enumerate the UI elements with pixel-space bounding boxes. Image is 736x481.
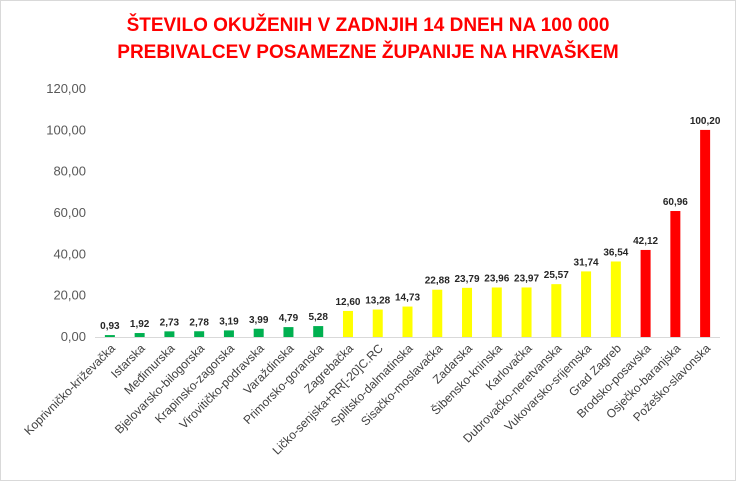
data-label: 3,19 bbox=[219, 316, 239, 327]
bar bbox=[104, 335, 115, 337]
bar bbox=[462, 287, 473, 337]
data-label: 1,92 bbox=[130, 319, 150, 330]
data-label: 4,79 bbox=[279, 313, 299, 324]
data-label: 100,20 bbox=[690, 116, 721, 127]
bar bbox=[640, 249, 651, 337]
bar bbox=[402, 306, 413, 337]
y-tick-label: 120,00 bbox=[46, 81, 86, 96]
chart-title-line-2: PREBIVALCEV POSAMEZNE ŽUPANIJE NA HRVAŠK… bbox=[117, 42, 619, 63]
y-tick-label: 40,00 bbox=[53, 246, 86, 261]
data-label: 2,73 bbox=[160, 317, 180, 328]
bar bbox=[581, 271, 592, 337]
bar bbox=[283, 327, 294, 337]
bar bbox=[551, 284, 562, 337]
y-axis: 0,00 20,00 40,00 60,00 80,00 100,00 120,00 bbox=[46, 81, 86, 344]
bar bbox=[134, 333, 145, 337]
data-label: 23,96 bbox=[484, 273, 509, 284]
data-label: 36,54 bbox=[603, 247, 628, 258]
data-label: 12,60 bbox=[335, 297, 360, 308]
data-label: 25,57 bbox=[544, 270, 569, 281]
data-label: 23,79 bbox=[455, 274, 480, 285]
bar bbox=[372, 309, 383, 337]
data-label: 42,12 bbox=[633, 236, 658, 247]
bar bbox=[700, 129, 711, 337]
data-label: 3,99 bbox=[249, 315, 269, 326]
y-tick-label: 100,00 bbox=[46, 122, 86, 137]
bar bbox=[521, 287, 532, 337]
y-tick-label: 60,00 bbox=[53, 205, 86, 220]
bar bbox=[432, 289, 443, 337]
y-tick-label: 0,00 bbox=[61, 329, 86, 344]
x-axis: Koprivničko-križevačkaIstarskaMeđimurska… bbox=[21, 337, 720, 457]
chart-title-line-1: ŠTEVILO OKUŽENIH V ZADNJIH 14 DNEH NA 10… bbox=[126, 15, 610, 36]
bar bbox=[610, 261, 621, 337]
x-tick-label: Koprivničko-križevačka bbox=[21, 341, 118, 438]
bar bbox=[194, 331, 205, 337]
data-label: 13,28 bbox=[365, 296, 390, 307]
data-label: 0,93 bbox=[100, 321, 120, 332]
bar bbox=[223, 330, 234, 337]
data-label: 23,97 bbox=[514, 273, 539, 284]
bar bbox=[253, 328, 264, 337]
data-label: 5,28 bbox=[308, 312, 328, 323]
y-tick-label: 80,00 bbox=[53, 164, 86, 179]
data-label: 14,73 bbox=[395, 293, 420, 304]
data-label: 22,88 bbox=[425, 276, 450, 287]
data-label: 31,74 bbox=[574, 257, 599, 268]
bar bbox=[670, 211, 681, 337]
chart-title: ŠTEVILO OKUŽENIH V ZADNJIH 14 DNEH NA 10… bbox=[0, 12, 736, 66]
data-label: 2,78 bbox=[189, 317, 209, 328]
bar bbox=[164, 331, 175, 337]
bar bbox=[491, 287, 502, 337]
bar bbox=[342, 310, 353, 337]
y-tick-label: 20,00 bbox=[53, 288, 86, 303]
bar bbox=[313, 326, 324, 337]
data-label: 60,96 bbox=[663, 197, 688, 208]
data-labels: 0,93 1,92 2,73 2,78 3,19 3,99 4,79 5,28 12,60 13,… bbox=[100, 116, 721, 332]
bar-series bbox=[104, 129, 711, 337]
